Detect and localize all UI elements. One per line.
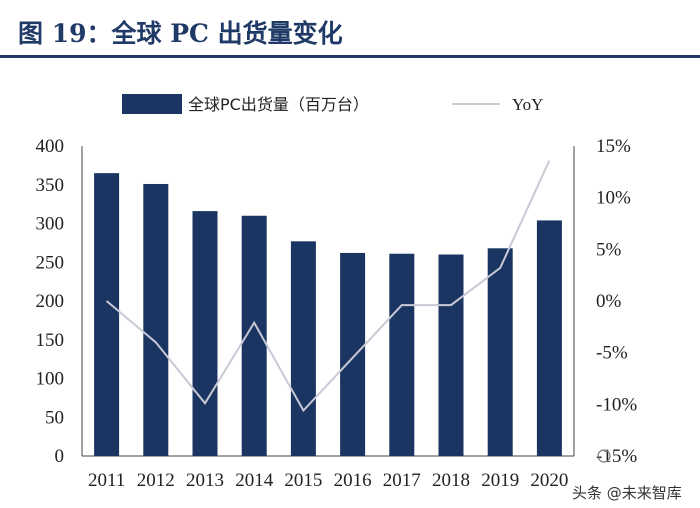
legend-line-label: YoY [512,95,543,114]
legend-bar-swatch [122,94,182,114]
figure-title: 图 19：全球 PC 出货量变化 [18,19,343,48]
x-tick-label: 2017 [383,470,421,491]
left-tick-labels: 0 50 100 150 200 250 300 350 400 [36,136,65,467]
bar [487,248,513,456]
left-tick-label: 350 [36,175,65,196]
right-tick-labels: -15% -10% -5% 0% 5% 10% 15% [596,136,637,467]
x-tick-label: 2018 [432,470,470,491]
right-tick-label: 0% [596,291,622,312]
bar [94,173,120,456]
right-tick-label: -15% [596,446,637,467]
x-tick-label: 2015 [284,470,322,491]
left-tick-label: 0 [55,446,65,467]
left-tick-label: 50 [45,407,64,428]
left-tick-label: 400 [36,136,65,157]
right-tick-label: 5% [596,239,622,260]
x-tick-label: 2013 [186,470,224,491]
x-tick-label: 2019 [481,470,519,491]
right-tick-label: -10% [596,394,637,415]
left-tick-label: 100 [36,369,65,390]
left-tick-label: 150 [36,330,65,351]
bar [143,183,169,456]
bar [536,220,562,456]
watermark-text: 头条 @未来智库 [572,484,682,502]
left-tick-label: 250 [36,252,65,273]
x-tick-label: 2012 [137,470,175,491]
bar [389,253,415,456]
right-tick-label: -5% [596,343,628,364]
watermark: 头条 @未来智库 [572,449,682,502]
right-tick-label: 15% [596,136,631,157]
yoy-line [105,160,551,413]
bar [438,254,464,456]
left-tick-label: 300 [36,214,65,235]
bars [94,173,562,456]
x-tick-labels: 2011 2012 2013 2014 2015 2016 2017 2018 2019 2020 [88,470,568,491]
legend-bar-label: 全球PC出货量（百万台） [188,95,369,114]
bar [290,241,316,456]
x-tick-label: 2014 [235,470,274,491]
x-tick-label: 2016 [334,470,372,491]
bar [192,211,218,456]
bar [340,252,366,456]
legend: 全球PC出货量（百万台） YoY [122,94,543,114]
right-tick-label: 10% [596,188,631,209]
left-tick-label: 200 [36,291,65,312]
title-rule [0,55,700,58]
x-tick-label: 2011 [88,470,125,491]
x-tick-label: 2020 [530,470,568,491]
watermark-icon [597,449,611,463]
